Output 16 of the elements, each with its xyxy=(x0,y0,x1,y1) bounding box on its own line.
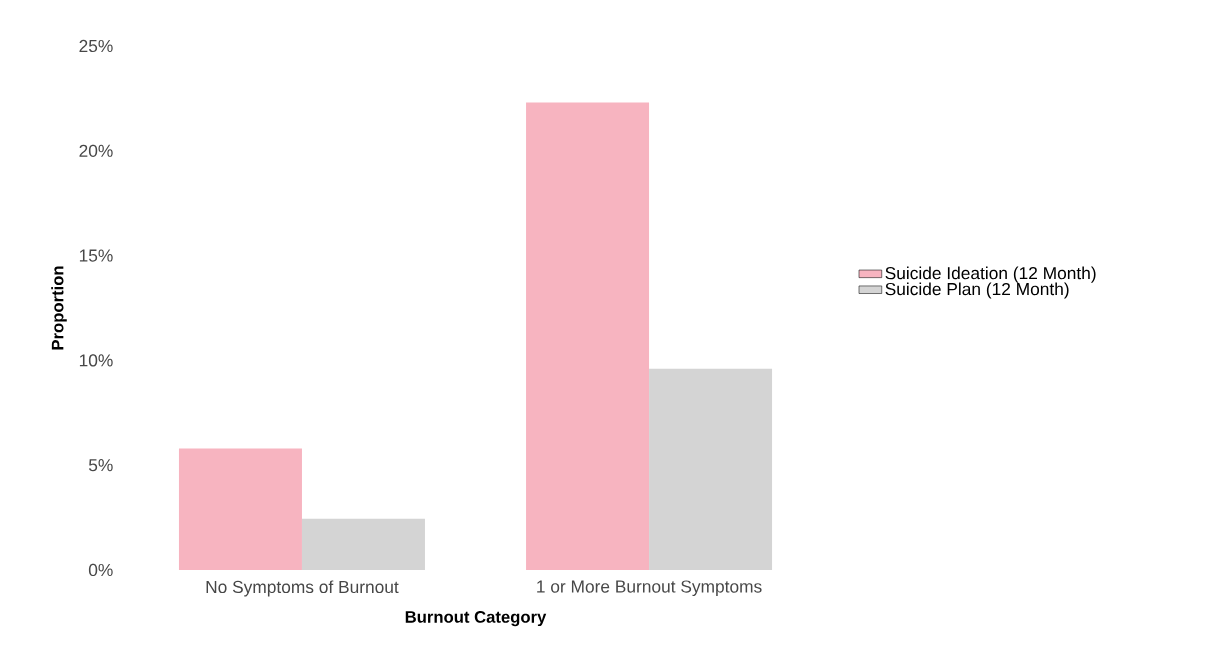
bar xyxy=(649,368,773,570)
y-tick-label: 25% xyxy=(79,39,113,53)
x-tick-label: No Symptoms of Burnout xyxy=(206,580,399,597)
x-tick-label: 1 or More Burnout Symptoms xyxy=(537,580,762,597)
y-tick-label: 5% xyxy=(88,459,113,472)
bar xyxy=(301,518,425,570)
x-axis-title: Burnout Category xyxy=(405,611,547,627)
y-tick-label: 10% xyxy=(79,354,113,367)
y-tick-label: 20% xyxy=(79,144,113,157)
y-tick-label: 0% xyxy=(88,563,113,577)
legend-label: Suicide Ideation (12 Month) xyxy=(885,266,1096,283)
bar xyxy=(526,102,650,570)
y-tick-label: 15% xyxy=(79,249,113,262)
bar xyxy=(178,448,302,570)
legend-label: Suicide Plan (12 Month) xyxy=(885,282,1069,299)
y-axis-title: Proportion xyxy=(51,266,67,350)
